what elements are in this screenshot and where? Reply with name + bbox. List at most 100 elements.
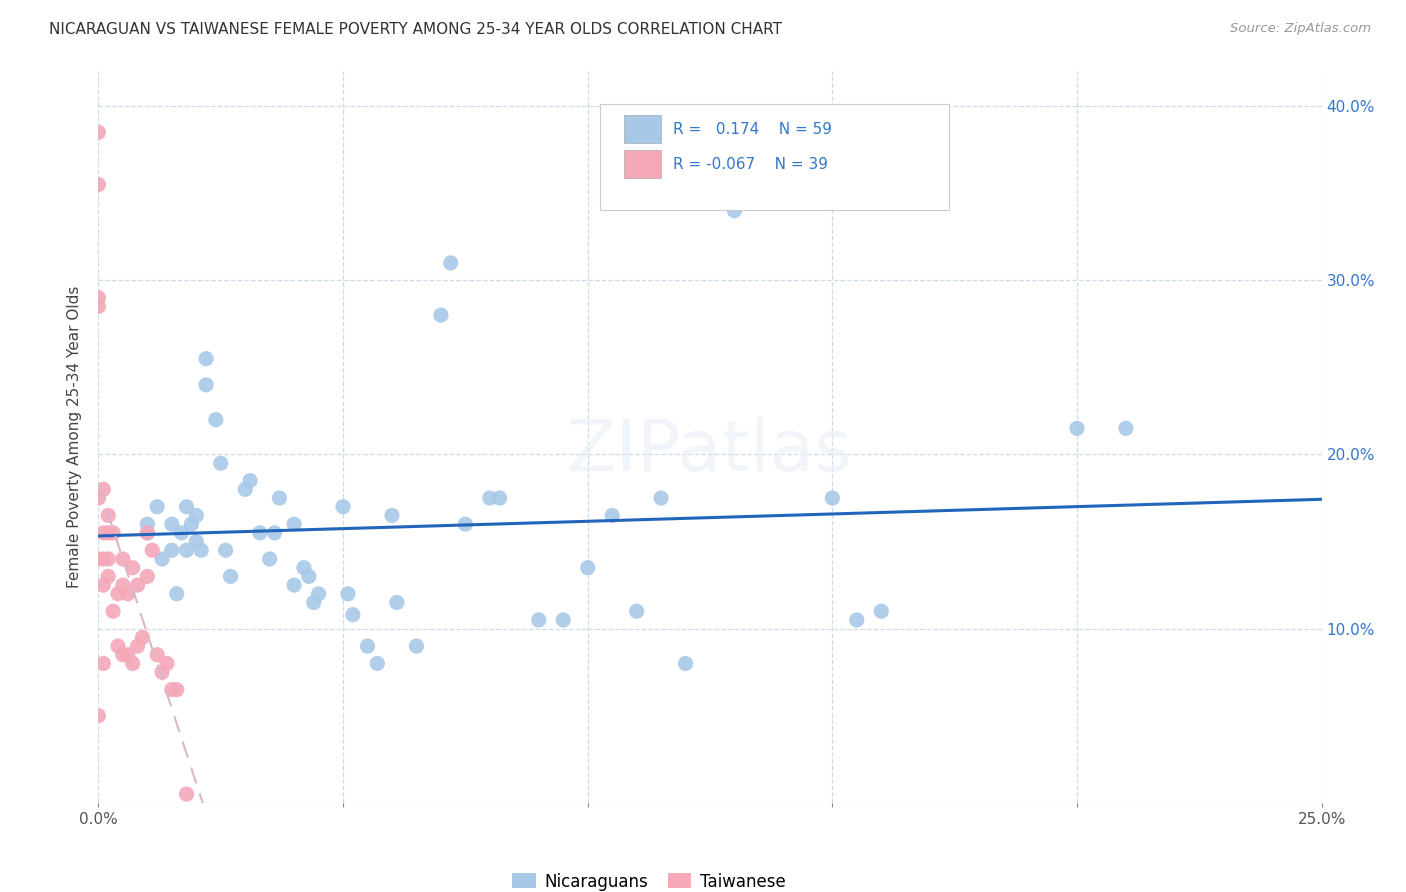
Point [176, 787, 198, 801]
Point [870, 604, 893, 618]
Point [87, 125, 110, 139]
Point [366, 657, 388, 671]
FancyBboxPatch shape [624, 151, 661, 178]
Point [626, 604, 648, 618]
Point [576, 560, 599, 574]
Point [195, 351, 218, 366]
Point [87, 491, 110, 505]
Point [405, 639, 427, 653]
Point [87, 291, 110, 305]
Point [136, 525, 159, 540]
Point [127, 639, 149, 653]
Point [91, 578, 114, 592]
Point [131, 631, 153, 645]
Point [111, 578, 134, 592]
Point [214, 543, 236, 558]
Point [283, 517, 305, 532]
Point [488, 491, 510, 505]
Point [117, 648, 139, 662]
Point [87, 708, 110, 723]
Point [141, 543, 163, 558]
Point [553, 613, 575, 627]
Point [336, 587, 359, 601]
Point [87, 552, 110, 566]
Point [292, 560, 315, 574]
Point [127, 578, 149, 592]
Point [91, 525, 114, 540]
Point [160, 682, 183, 697]
Point [342, 607, 364, 622]
Text: R = -0.067    N = 39: R = -0.067 N = 39 [673, 157, 828, 172]
Point [263, 525, 285, 540]
Point [269, 491, 291, 505]
Point [176, 543, 198, 558]
Point [146, 500, 169, 514]
Point [160, 517, 183, 532]
Point [87, 300, 110, 314]
Point [186, 508, 208, 523]
Point [454, 517, 477, 532]
Point [845, 613, 868, 627]
Point [430, 308, 453, 322]
Point [190, 543, 212, 558]
Point [160, 543, 183, 558]
Point [176, 500, 198, 514]
Point [121, 560, 143, 574]
Point [107, 587, 129, 601]
Y-axis label: Female Poverty Among 25-34 Year Olds: Female Poverty Among 25-34 Year Olds [67, 286, 83, 588]
Point [101, 604, 124, 618]
Point [478, 491, 501, 505]
Point [121, 657, 143, 671]
Point [166, 682, 188, 697]
Point [1066, 421, 1088, 435]
Point [219, 569, 242, 583]
Legend: Nicaraguans, Taiwanese: Nicaraguans, Taiwanese [506, 866, 792, 892]
Point [527, 613, 550, 627]
Point [723, 203, 745, 218]
Point [302, 595, 325, 609]
Point [259, 552, 281, 566]
Text: R =   0.174    N = 59: R = 0.174 N = 59 [673, 121, 832, 136]
Point [1115, 421, 1137, 435]
Point [821, 491, 844, 505]
Point [91, 552, 114, 566]
Point [180, 517, 202, 532]
Point [600, 508, 623, 523]
Point [136, 569, 159, 583]
Point [97, 552, 120, 566]
Point [150, 552, 173, 566]
Point [650, 491, 672, 505]
Point [97, 569, 120, 583]
Point [111, 648, 134, 662]
Point [111, 552, 134, 566]
Text: ZIPatlas: ZIPatlas [567, 417, 853, 486]
Point [209, 456, 232, 470]
Point [381, 508, 404, 523]
Point [107, 639, 129, 653]
Point [136, 525, 159, 540]
Point [195, 377, 218, 392]
Point [97, 525, 120, 540]
Text: Source: ZipAtlas.com: Source: ZipAtlas.com [1230, 22, 1371, 36]
FancyBboxPatch shape [600, 104, 949, 211]
Point [332, 500, 354, 514]
Point [283, 578, 305, 592]
Point [97, 508, 120, 523]
Text: NICARAGUAN VS TAIWANESE FEMALE POVERTY AMONG 25-34 YEAR OLDS CORRELATION CHART: NICARAGUAN VS TAIWANESE FEMALE POVERTY A… [49, 22, 782, 37]
Point [91, 657, 114, 671]
Point [186, 534, 208, 549]
Point [170, 525, 193, 540]
Point [308, 587, 330, 601]
Point [117, 587, 139, 601]
Point [675, 657, 697, 671]
Point [136, 517, 159, 532]
Point [356, 639, 378, 653]
Point [150, 665, 173, 680]
Point [239, 474, 262, 488]
Point [166, 587, 188, 601]
Point [233, 483, 256, 497]
Point [101, 525, 124, 540]
Point [440, 256, 463, 270]
Point [87, 178, 110, 192]
Point [298, 569, 321, 583]
